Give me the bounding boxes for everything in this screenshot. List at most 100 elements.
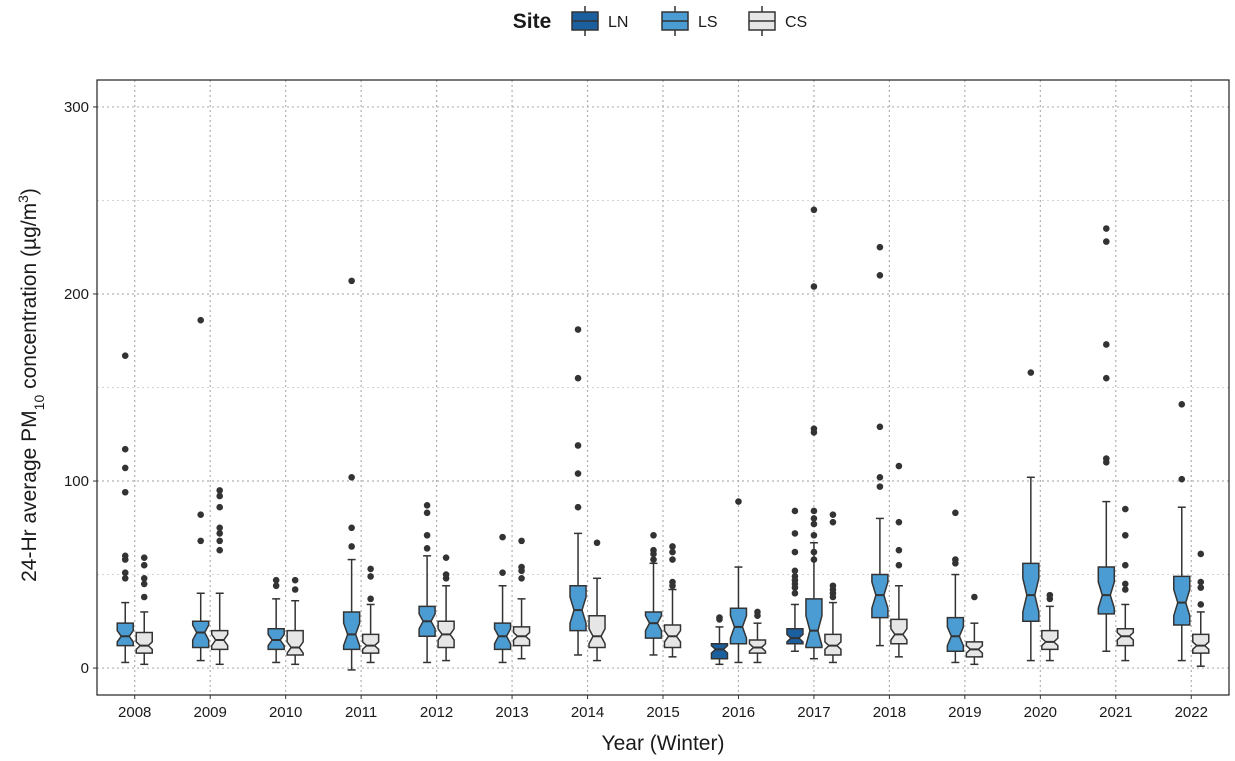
box: [710, 643, 729, 660]
outlier: [348, 277, 355, 285]
y-axis-title-part: 10: [31, 395, 47, 411]
outlier: [791, 548, 799, 556]
x-tick-label: 2019: [948, 704, 981, 721]
outlier: [952, 509, 959, 517]
outlier: [197, 537, 204, 545]
legend-label: LS: [698, 14, 718, 31]
outlier: [197, 316, 204, 324]
outlier: [518, 537, 525, 545]
y-axis-title-part: 24-Hr average PM: [18, 410, 41, 582]
outlier: [876, 271, 884, 279]
outlier: [499, 533, 506, 541]
outlier: [1178, 401, 1186, 408]
x-tick-label: 2022: [1175, 704, 1208, 721]
outlier: [121, 488, 129, 496]
box: [588, 614, 606, 649]
legend-label: CS: [785, 14, 807, 31]
outlier: [442, 574, 450, 582]
box: [786, 628, 804, 645]
box: [342, 611, 361, 651]
box: [1173, 575, 1191, 626]
outlier: [593, 539, 601, 547]
outlier: [140, 593, 148, 601]
box: [890, 618, 908, 645]
x-tick-label: 2018: [873, 704, 906, 721]
outlier: [272, 582, 280, 590]
x-tick-label: 2017: [797, 704, 830, 721]
outlier: [348, 543, 355, 550]
x-tick-label: 2016: [722, 704, 755, 721]
plot-border: [96, 79, 1230, 696]
outlier: [197, 511, 204, 518]
outlier: [876, 483, 884, 490]
outlier: [1197, 578, 1205, 586]
y-axis-title-part: 3: [15, 195, 31, 203]
box: [135, 631, 153, 654]
outlier: [367, 565, 374, 573]
outlier: [829, 511, 837, 518]
y-axis-title-part: concentration (µg/m: [18, 203, 41, 395]
box: [191, 620, 210, 649]
outlier: [754, 612, 761, 619]
outlier: [121, 574, 129, 582]
outlier: [791, 567, 799, 575]
legend-label: LN: [608, 14, 628, 31]
outlier: [348, 473, 355, 481]
outlier: [216, 546, 223, 554]
outlier: [423, 509, 431, 517]
outlier: [895, 518, 903, 526]
outlier: [574, 470, 582, 477]
outlier: [291, 576, 299, 584]
outlier: [669, 556, 676, 563]
legend-title: Site: [513, 10, 552, 33]
outlier: [810, 206, 818, 214]
outlier: [810, 507, 818, 515]
outlier: [216, 537, 223, 545]
outlier: [650, 531, 657, 539]
outlier: [810, 283, 818, 290]
outlier: [669, 543, 676, 550]
outlier: [1122, 531, 1129, 539]
outlier: [791, 584, 799, 591]
box: [286, 629, 304, 656]
outlier: [735, 498, 742, 505]
outlier: [348, 524, 355, 532]
outlier: [1122, 561, 1129, 569]
outlier: [216, 524, 223, 532]
box: [946, 616, 965, 652]
x-tick-label: 2011: [345, 704, 377, 721]
outlier: [1103, 238, 1110, 245]
y-tick-label: 100: [64, 473, 89, 490]
outlier: [291, 586, 299, 593]
legend: Site LN LS CS: [513, 6, 807, 36]
outlier: [810, 531, 818, 539]
y-tick-label: 200: [64, 286, 89, 303]
outlier: [895, 546, 903, 554]
y-axis-title-part: ): [18, 188, 41, 195]
y-tick-label: 300: [64, 99, 89, 116]
outlier: [1122, 586, 1129, 593]
outlier: [423, 502, 431, 509]
outlier: [499, 569, 506, 576]
outlier: [423, 545, 431, 552]
outlier: [574, 326, 582, 333]
box: [805, 598, 823, 649]
outlier: [716, 616, 723, 623]
outlier: [876, 423, 884, 431]
x-tick-label: 2015: [646, 704, 679, 721]
outlier: [876, 243, 884, 251]
outlier: [518, 574, 525, 582]
outlier: [140, 574, 148, 582]
outlier: [1197, 550, 1205, 558]
outlier: [1122, 580, 1129, 588]
outlier: [829, 593, 837, 601]
box: [116, 622, 134, 647]
outlier: [140, 580, 148, 588]
outlier: [1103, 225, 1110, 232]
outlier: [669, 548, 676, 556]
outlier: [791, 530, 799, 537]
outlier: [791, 589, 799, 597]
box: [1041, 629, 1059, 651]
x-tick-label: 2009: [194, 704, 227, 721]
